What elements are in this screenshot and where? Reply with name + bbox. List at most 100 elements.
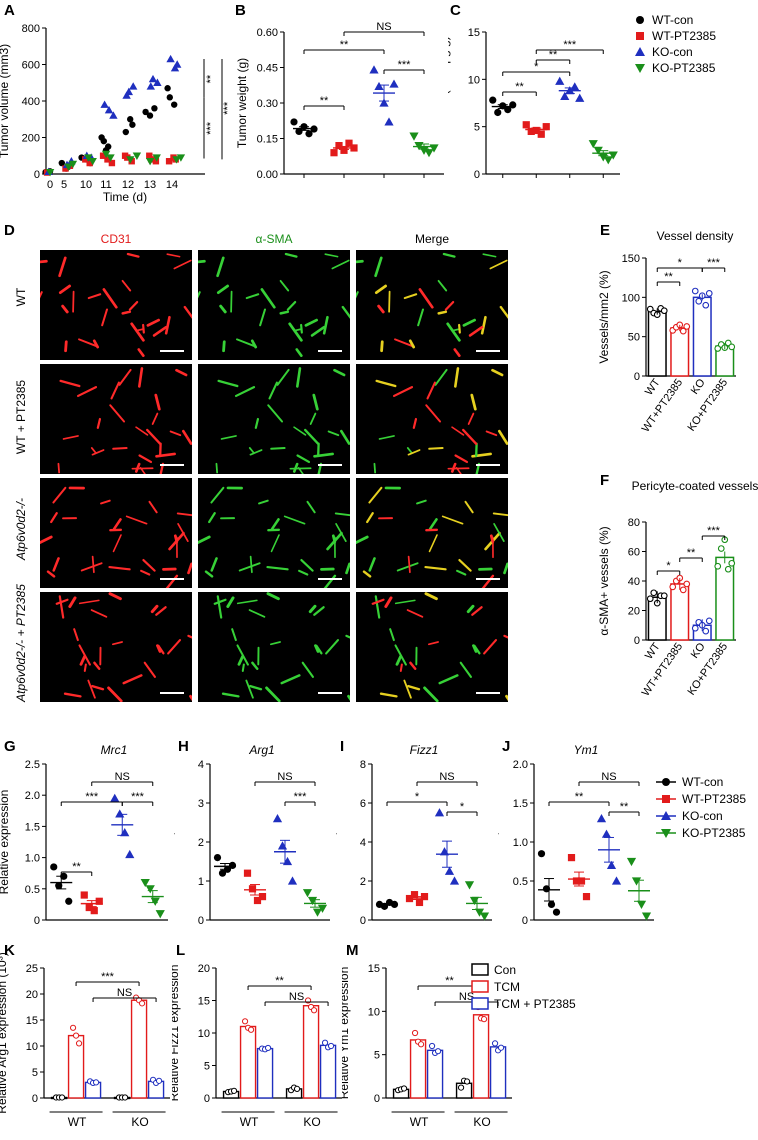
vessel-stroke bbox=[409, 557, 410, 573]
y-tick-label: 20 bbox=[26, 989, 38, 1001]
data-point-WT-PT2385 bbox=[259, 893, 266, 900]
y-tick-label: 5 bbox=[374, 1050, 380, 1062]
data-point-WT-PT2385 bbox=[583, 893, 590, 900]
vessel-stroke bbox=[465, 502, 472, 512]
sig-label: NS bbox=[115, 771, 130, 783]
y-axis-label: Relative expression bbox=[0, 790, 11, 895]
y-tick-label: 0 bbox=[204, 1093, 210, 1105]
vessel-stroke bbox=[51, 513, 57, 522]
vessel-stroke bbox=[301, 325, 302, 333]
scale-bar bbox=[160, 578, 184, 580]
sig-label: *** bbox=[707, 525, 721, 537]
sig-label: ** bbox=[340, 39, 349, 51]
scale-bar bbox=[318, 350, 342, 352]
chart-title: Arg1 bbox=[248, 743, 274, 757]
vessel-stroke bbox=[240, 563, 260, 570]
vessel-stroke bbox=[239, 656, 243, 664]
vessel-stroke bbox=[468, 606, 473, 611]
vessel-stroke bbox=[314, 607, 323, 614]
y-tick-label: 5 bbox=[204, 1061, 210, 1073]
micrograph-Merge-2 bbox=[356, 478, 508, 588]
vessel-stroke bbox=[139, 349, 144, 355]
vessel-stroke bbox=[215, 600, 226, 604]
group-label: KO bbox=[473, 1115, 490, 1129]
y-tick-label: 25 bbox=[26, 963, 38, 975]
y-axis-label: Relative expression bbox=[174, 790, 175, 895]
col-title-cd31: CD31 bbox=[40, 232, 192, 246]
data-point-KO-con bbox=[283, 857, 292, 865]
vessel-stroke bbox=[332, 260, 348, 268]
vessel-stroke bbox=[60, 596, 63, 617]
data-point-WT-con bbox=[167, 94, 173, 100]
vessel-stroke bbox=[394, 387, 412, 396]
vessel-stroke bbox=[168, 640, 180, 653]
data-point-KO-con bbox=[570, 82, 579, 90]
y-tick-label: 15 bbox=[26, 1015, 38, 1027]
x-tick-label: KO bbox=[689, 376, 708, 396]
vessel-stroke bbox=[272, 519, 278, 528]
y-tick-label: 2 bbox=[360, 876, 366, 888]
y-axis-label: Vessels/mm2 (%) bbox=[597, 270, 611, 363]
data-point bbox=[718, 546, 724, 552]
vessel-stroke bbox=[98, 419, 100, 428]
y-tick-label: 0 bbox=[634, 635, 640, 647]
vessel-stroke bbox=[472, 607, 481, 614]
vessel-stroke bbox=[271, 448, 284, 449]
y-tick-label: 200 bbox=[22, 133, 40, 145]
vessel-stroke bbox=[114, 519, 120, 528]
data-point-KO-PT2385 bbox=[637, 901, 646, 909]
chart-title: Mrc1 bbox=[101, 743, 128, 757]
vessel-stroke bbox=[124, 675, 142, 683]
vessel-stroke bbox=[224, 342, 225, 351]
vessel-stroke bbox=[175, 536, 176, 542]
y-tick-label: 4 bbox=[360, 837, 366, 849]
vessel-stroke bbox=[40, 537, 51, 544]
y-tick-label: 0 bbox=[32, 1093, 38, 1105]
vessel-stroke bbox=[463, 430, 476, 444]
vessel-stroke bbox=[176, 370, 186, 375]
data-point-WT-con bbox=[538, 850, 545, 857]
y-axis-label: Relative Ym1 expression bbox=[342, 967, 351, 1100]
y-tick-label: 10 bbox=[368, 1006, 380, 1018]
bar-KO-TCM + PT2385 bbox=[321, 1045, 336, 1098]
chart-i: Fizz102468Relative expression*NS* bbox=[336, 742, 500, 942]
chart-h-svg: Arg101234Relative expressionNS*** bbox=[174, 742, 338, 942]
vessel-stroke bbox=[156, 395, 160, 409]
vessel-stroke bbox=[448, 324, 460, 340]
row-label-wt-pt2385: WT + PT2385 bbox=[14, 362, 28, 472]
legend-marker-WT-PT2385 bbox=[636, 32, 644, 40]
micrograph-CD31-0 bbox=[40, 250, 192, 360]
vessel-stroke bbox=[147, 430, 160, 444]
sig-label: NS bbox=[601, 771, 616, 783]
legend-marker-KO-PT2385 bbox=[635, 64, 645, 73]
legend-marker-WT-con bbox=[636, 16, 644, 24]
y-tick-label: 60 bbox=[628, 547, 640, 559]
y-axis-label: Tumor volume (mm3) bbox=[0, 44, 11, 158]
data-point bbox=[703, 628, 709, 634]
vessel-stroke bbox=[82, 563, 102, 570]
x-tick-label: KO bbox=[689, 640, 708, 660]
micrograph-α-SMA-3 bbox=[198, 592, 350, 702]
vessel-stroke bbox=[216, 464, 217, 473]
y-tick-label: 0.60 bbox=[257, 27, 278, 39]
vessel-stroke bbox=[74, 629, 78, 640]
y-tick-label: 600 bbox=[22, 60, 40, 72]
vessel-stroke bbox=[78, 387, 96, 396]
micrograph-α-SMA-0 bbox=[198, 250, 350, 360]
sig-label: NS bbox=[117, 987, 132, 999]
vessel-stroke bbox=[92, 610, 107, 617]
data-point bbox=[464, 1079, 469, 1084]
vessel-stroke bbox=[252, 663, 257, 669]
data-point-WT-con bbox=[65, 898, 72, 905]
data-point-WT-PT2385 bbox=[568, 854, 575, 861]
vessel-stroke bbox=[370, 558, 375, 570]
x-tick-label: 10 bbox=[80, 179, 92, 191]
vessel-stroke bbox=[143, 325, 144, 333]
vessel-stroke bbox=[92, 448, 96, 453]
data-point-KO-con bbox=[389, 79, 398, 87]
data-point-KO-PT2385 bbox=[632, 877, 641, 885]
vessel-stroke bbox=[504, 564, 507, 573]
